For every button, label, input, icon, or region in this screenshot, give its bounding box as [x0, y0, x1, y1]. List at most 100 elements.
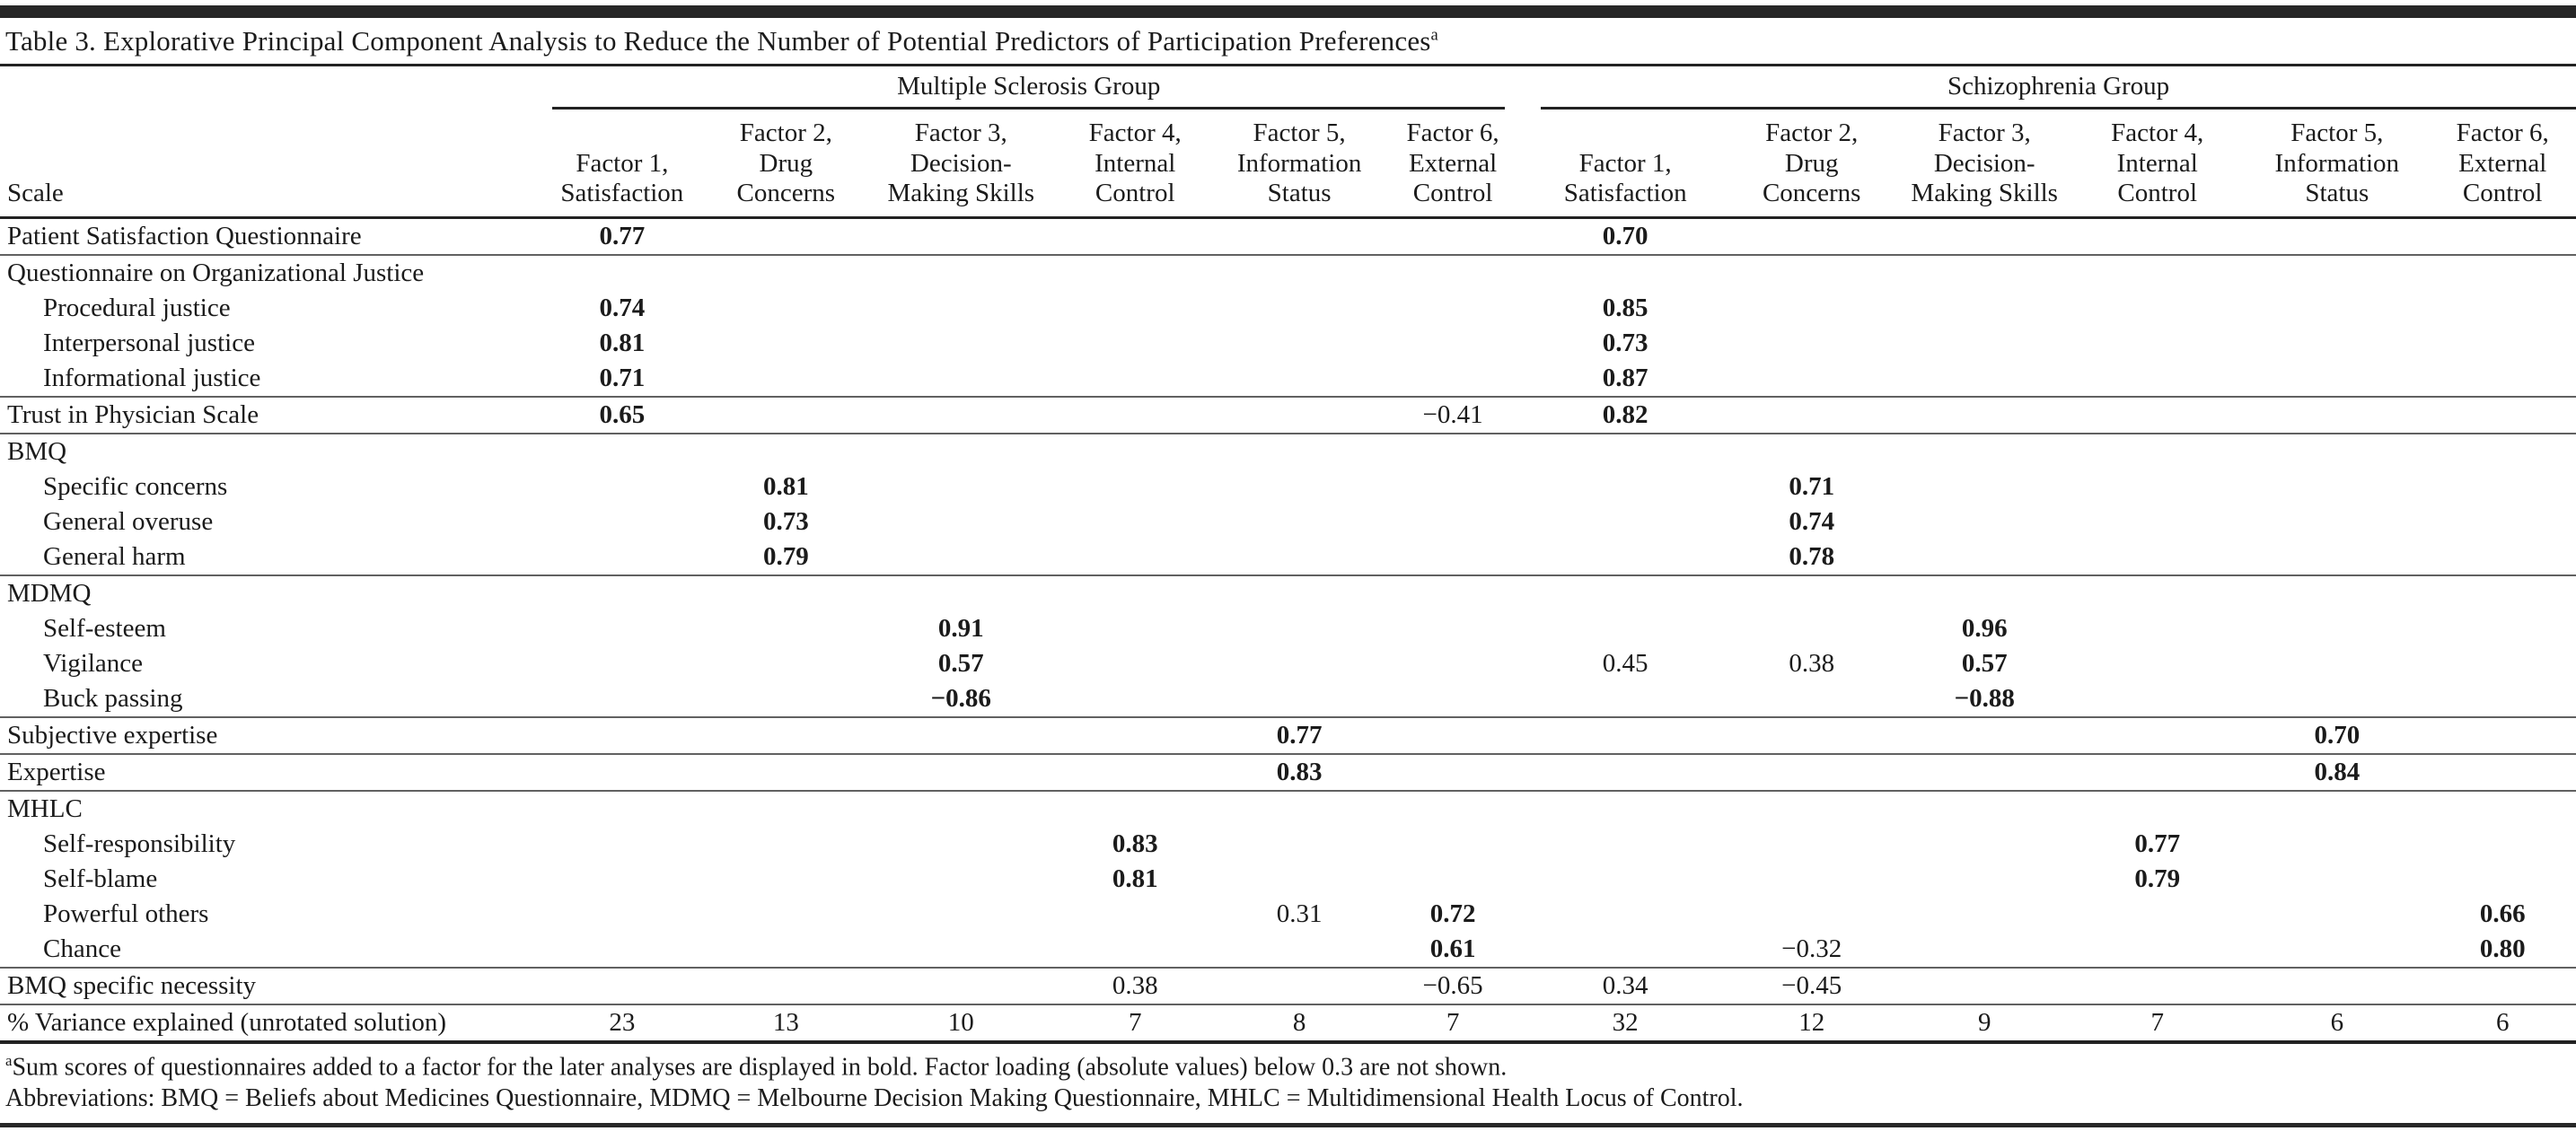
factor-header-line: Internal [2116, 148, 2198, 178]
factor-value-cell [1219, 646, 1379, 681]
row-label: General harm [0, 539, 544, 576]
factor-value-cell [1051, 396, 1220, 434]
factor-value-cell [543, 255, 700, 291]
factor-value-cell [1219, 575, 1379, 611]
factor-header-sz-4: Factor 4, Internal Control [2070, 110, 2246, 219]
factor-value-cell [1379, 611, 1526, 646]
factor-value-cell: 0.61 [1379, 931, 1527, 969]
factor-value-cell: 0.73 [700, 504, 871, 539]
row-label: Buck passing [0, 680, 544, 718]
factor-value-cell [1379, 360, 1527, 398]
factor-value-cell: 0.84 [2245, 753, 2430, 792]
factor-value-cell [1724, 897, 1899, 932]
factor-value-cell [871, 827, 1051, 862]
factor-value-cell [700, 716, 872, 755]
factor-value-cell [543, 611, 700, 646]
factor-value-cell [2429, 504, 2576, 539]
factor-loading-value: 0.34 [1602, 970, 1648, 1000]
factor-value-cell [871, 539, 1051, 576]
factor-loading-value: 0.57 [937, 648, 984, 678]
factor-loading-value: 0.81 [762, 471, 809, 501]
factor-value-cell [543, 791, 700, 827]
factor-value-cell [1379, 680, 1527, 718]
table-title: Table 3. Explorative Principal Component… [0, 18, 2576, 64]
factor-value-cell [871, 967, 1051, 1005]
factor-value-cell [1899, 504, 2070, 539]
factor-loading-value: 0.71 [1789, 471, 1835, 501]
factor-value-cell [2245, 862, 2429, 897]
factor-value-cell [1051, 716, 1220, 755]
scale-column-header: Scale [0, 110, 544, 219]
factor-header-sz-2: Factor 2, Drug Concerns [1724, 110, 1900, 219]
factor-value-cell [871, 217, 1051, 256]
group-header-sz: Schizophrenia Group [1541, 66, 2576, 110]
factor-value-cell [1899, 575, 2070, 611]
factor-value-cell [1379, 575, 1526, 611]
factor-value-cell [700, 360, 872, 398]
factor-value-cell [700, 753, 872, 792]
scale-column-spacer [0, 66, 543, 110]
factor-value-cell [1051, 255, 1219, 291]
factor-value-cell: 23 [543, 1004, 700, 1042]
factor-loading-value: 0.72 [1429, 899, 1476, 928]
factor-header-sz-5: Factor 5, Information Status [2245, 110, 2430, 219]
factor-value-cell [1051, 291, 1219, 326]
row-label: Patient Satisfaction Questionnaire [0, 217, 544, 256]
factor-value-cell [1724, 791, 1899, 827]
factor-header-line: Status [2305, 179, 2369, 208]
factor-value-cell [2070, 434, 2245, 469]
footnote-text: Sum scores of questionnaires added to a … [12, 1053, 1508, 1082]
factor-header-ms-5: Factor 5, Information Status [1219, 110, 1380, 219]
factor-value-cell: 0.71 [543, 360, 701, 398]
factor-value-cell [1724, 396, 1900, 434]
factor-loading-value: 0.85 [1602, 293, 1648, 322]
pca-table: Multiple Sclerosis Group Schizophrenia G… [0, 66, 2576, 1044]
factor-value-cell [1051, 611, 1219, 646]
factor-value-cell [871, 862, 1051, 897]
footnote-marker: a [5, 1051, 13, 1069]
factor-value-cell [1526, 791, 1724, 827]
factor-value-cell [871, 291, 1051, 326]
factor-value-cell [1899, 862, 2070, 897]
factor-value-cell [871, 255, 1051, 291]
factor-value-cell [871, 753, 1051, 792]
factor-value-cell [871, 360, 1051, 398]
factor-header-ms-1: Factor 1, Satisfaction [543, 110, 701, 219]
factor-value-cell [2070, 217, 2246, 256]
factor-value-cell [2070, 611, 2245, 646]
factor-value-cell [1219, 680, 1380, 718]
factor-header-line: Factor 5, [1253, 118, 1346, 147]
factor-value-cell [1219, 791, 1379, 827]
factor-value-cell [2245, 967, 2430, 1005]
factor-header-line: Factor 3, [1938, 118, 2031, 147]
factor-value-cell: 0.57 [1899, 646, 2070, 681]
factor-value-cell [1526, 575, 1724, 611]
row-label: Self-responsibility [43, 829, 236, 858]
factor-loading-value: 23 [609, 1007, 636, 1037]
factor-loading-value: 7 [1128, 1007, 1142, 1037]
factor-header-line: Factor 4, [2111, 118, 2204, 147]
factor-value-cell [1724, 862, 1899, 897]
factor-value-cell [1899, 791, 2070, 827]
factor-value-cell [2070, 646, 2245, 681]
factor-value-cell [700, 611, 871, 646]
row-label: MDMQ [7, 578, 92, 608]
factor-loading-value: 0.91 [937, 613, 984, 643]
factor-value-cell: 0.71 [1724, 469, 1899, 504]
factor-loading-value: 7 [2150, 1007, 2164, 1037]
factor-value-cell [700, 217, 872, 256]
factor-value-cell [1724, 326, 1899, 361]
factor-value-cell [2070, 897, 2245, 932]
factor-value-cell [1724, 360, 1900, 398]
factor-value-cell [2070, 967, 2246, 1005]
factor-value-cell: 0.34 [1526, 967, 1725, 1005]
factor-value-cell: 0.82 [1526, 396, 1725, 434]
factor-value-cell [700, 575, 871, 611]
factor-value-cell [2070, 326, 2245, 361]
factor-value-cell [1219, 434, 1379, 469]
factor-loading-value: 0.57 [1961, 648, 2008, 678]
factor-value-cell [2070, 716, 2246, 755]
factor-value-cell [2429, 791, 2576, 827]
factor-value-cell [543, 539, 701, 576]
row-label: Self-blame [43, 864, 158, 893]
